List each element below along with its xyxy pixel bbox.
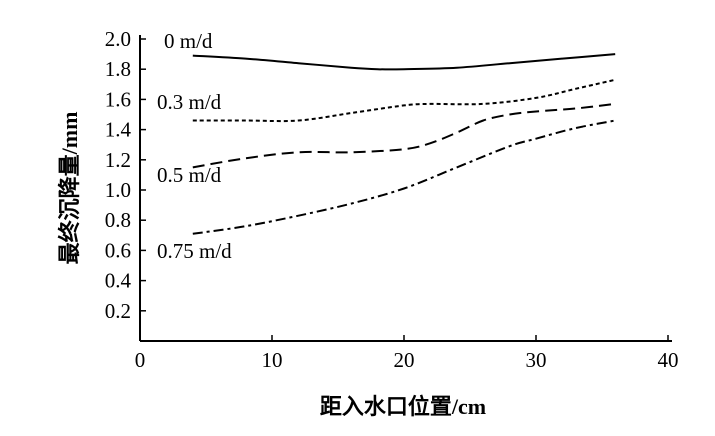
- series-label-0-75-m-d: 0.75 m/d: [157, 239, 232, 263]
- x-tick-label: 30: [526, 348, 547, 372]
- axes: [139, 35, 672, 342]
- y-tick-label: 1.0: [105, 178, 131, 202]
- series-line-0: [192, 53, 616, 71]
- y-tick-label: 1.2: [105, 148, 131, 172]
- series-label-0-m-d: 0 m/d: [164, 29, 213, 53]
- y-tick-label: 1.6: [105, 87, 131, 111]
- x-tick-label: 20: [394, 348, 415, 372]
- x-tick-label: 40: [658, 348, 679, 372]
- y-tick-label: 0.2: [105, 299, 131, 323]
- series-label-0-5-m-d: 0.5 m/d: [157, 163, 222, 187]
- series-line-1: [192, 78, 616, 123]
- x-tick-label: 10: [262, 348, 283, 372]
- y-axis-title: 最终沉降量/mm: [57, 112, 82, 265]
- series-label-0-3-m-d: 0.3 m/d: [157, 90, 222, 114]
- tick-labels: 0 10 20 30 40 0.2 0.4 0.6 0.8 1.0 1.2 1.4 1.6 1.8 2.0: [105, 27, 679, 372]
- series-line-2: [192, 102, 616, 169]
- y-tick-label: 1.4: [105, 118, 132, 142]
- x-tick-label: 0: [135, 348, 146, 372]
- x-axis-title: 距入水口位置/cm: [320, 394, 486, 419]
- y-tick-label: 2.0: [105, 27, 131, 51]
- series-lines: [192, 53, 616, 235]
- y-tick-label: 1.8: [105, 57, 131, 81]
- y-tick-label: 0.6: [105, 238, 131, 262]
- series-line-3: [192, 119, 616, 235]
- y-tick-label: 0.8: [105, 208, 131, 232]
- y-tick-label: 0.4: [105, 269, 132, 293]
